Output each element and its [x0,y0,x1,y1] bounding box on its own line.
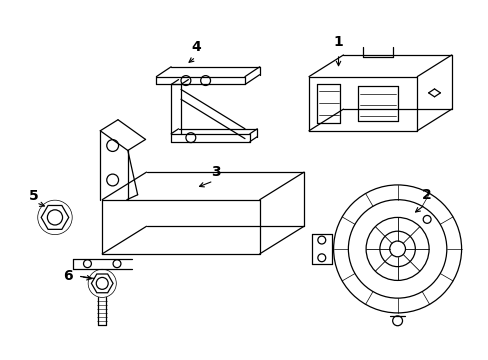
Text: 5: 5 [28,189,38,203]
Text: 2: 2 [422,188,431,202]
Text: 3: 3 [210,165,220,179]
Text: 1: 1 [333,35,343,49]
Text: 6: 6 [63,270,72,283]
Text: 4: 4 [190,40,200,54]
